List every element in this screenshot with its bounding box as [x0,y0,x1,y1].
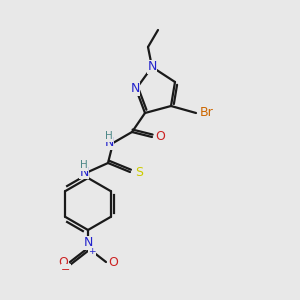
Text: O: O [155,130,165,143]
Text: N: N [130,82,140,95]
Text: N: N [147,61,157,74]
Text: −: − [61,265,71,275]
Text: O: O [58,256,68,268]
Text: N: N [83,236,93,250]
Text: Br: Br [200,106,214,119]
Text: H: H [80,160,88,170]
Text: N: N [79,166,89,178]
Text: O: O [108,256,118,268]
Text: H: H [105,131,113,141]
Text: N: N [104,136,114,149]
Text: +: + [88,247,96,256]
Text: S: S [135,166,143,178]
